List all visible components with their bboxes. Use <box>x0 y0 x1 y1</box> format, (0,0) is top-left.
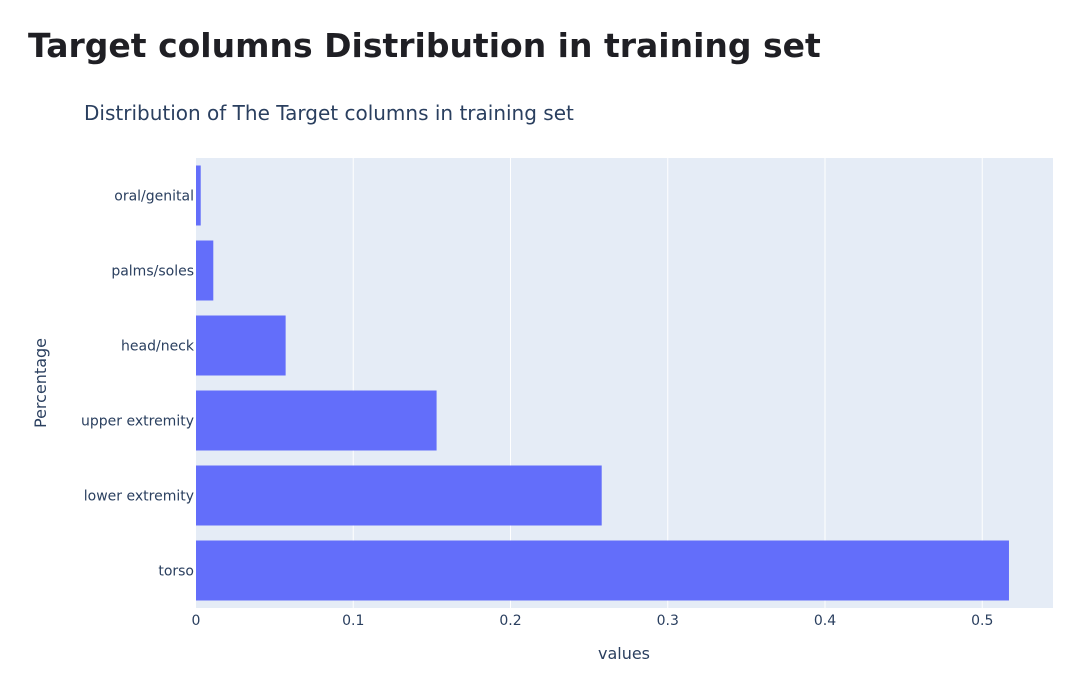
chart-title: Distribution of The Target columns in tr… <box>84 101 574 125</box>
x-axis-title: values <box>598 644 650 663</box>
y-tick-label: lower extremity <box>84 489 194 505</box>
x-tick-label: 0 <box>192 613 201 629</box>
x-tick-label: 0.2 <box>499 613 521 629</box>
x-tick-label: 0.1 <box>342 613 364 629</box>
bar-head-neck[interactable] <box>196 315 286 376</box>
bars <box>196 165 1009 601</box>
bar-upper-extremity[interactable] <box>196 390 437 451</box>
bar-lower-extremity[interactable] <box>196 465 602 526</box>
bar-palms-soles[interactable] <box>196 240 214 301</box>
y-tick-labels: torso lower extremity upper extremity head/… <box>81 189 195 580</box>
gridlines <box>352 158 983 608</box>
y-tick-label: torso <box>158 564 194 580</box>
x-tick-labels: 0 0.1 0.2 0.3 0.4 0.5 <box>192 613 994 629</box>
y-axis-title: Percentage <box>31 338 50 428</box>
bar-torso[interactable] <box>196 540 1009 601</box>
x-tick-label: 0.4 <box>814 613 836 629</box>
x-tick-label: 0.5 <box>971 613 993 629</box>
bar-oral-genital[interactable] <box>196 165 201 226</box>
x-tick-label: 0.3 <box>657 613 679 629</box>
y-tick-label: head/neck <box>121 339 195 355</box>
plot-area <box>196 158 1053 608</box>
y-tick-label: palms/soles <box>111 264 194 280</box>
page-title: Target columns Distribution in training … <box>28 26 821 65</box>
y-tick-label: oral/genital <box>114 189 194 205</box>
y-tick-label: upper extremity <box>81 414 194 430</box>
